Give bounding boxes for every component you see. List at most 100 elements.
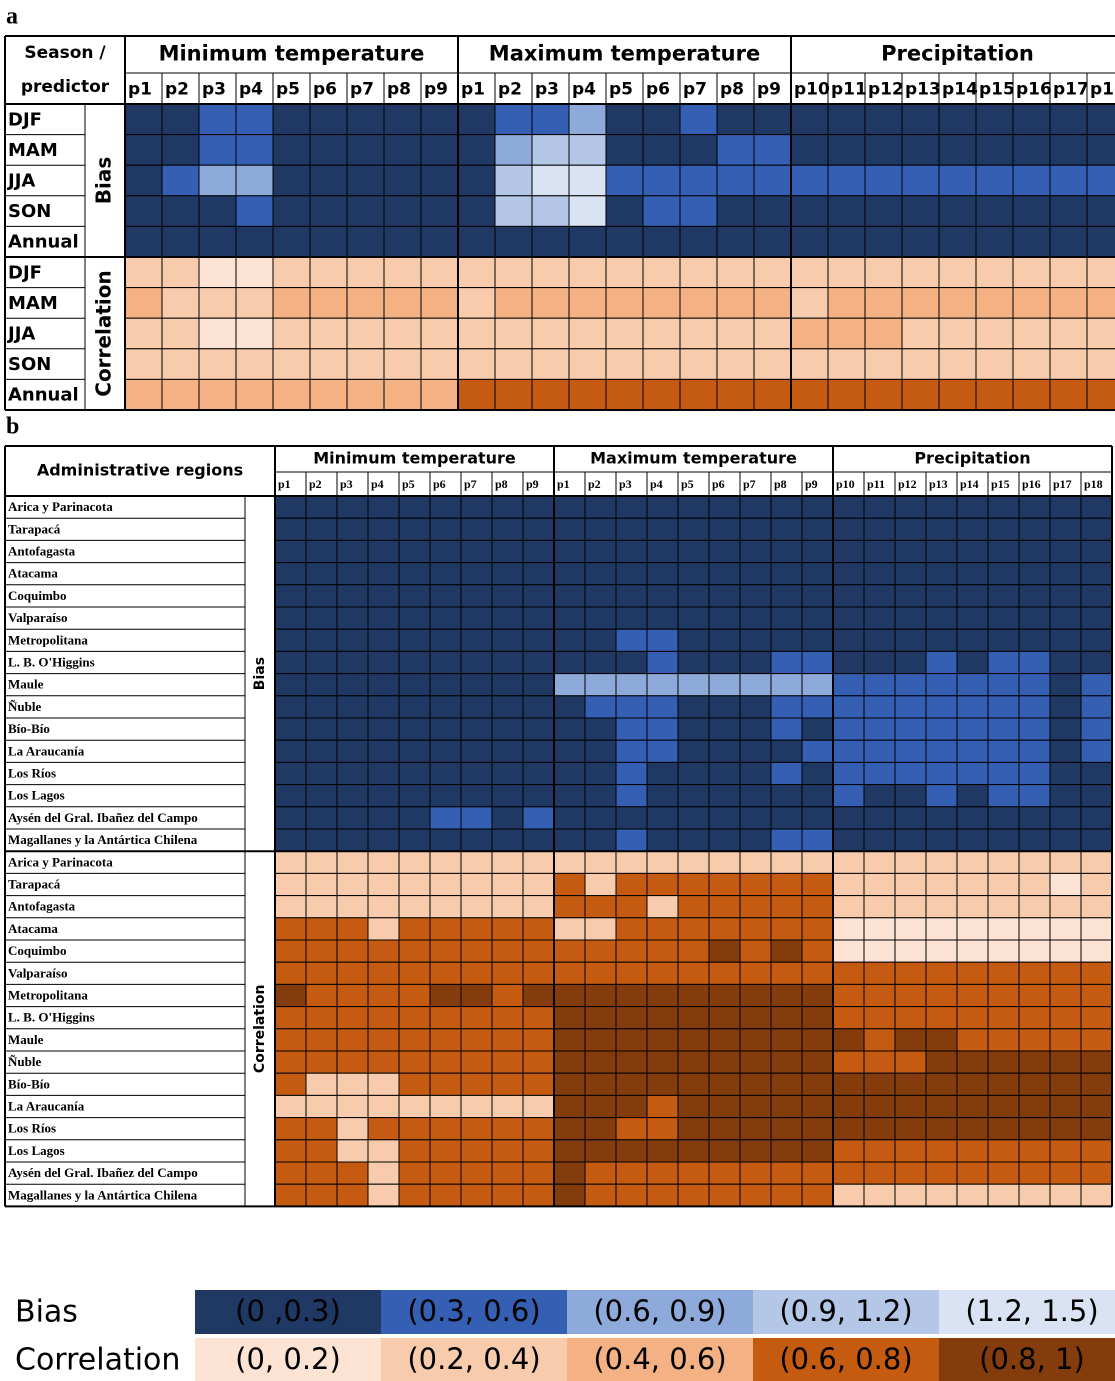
heat-cell [863,917,896,941]
heat-cell [491,917,524,941]
heat-cell [770,917,803,941]
heat-cell [305,761,338,786]
predictor-header: p2 [498,80,522,100]
heat-cell [429,584,462,608]
heat-cell [925,695,958,719]
heat-cell [770,761,803,786]
heat-cell [832,784,865,808]
heat-cell [460,739,493,763]
heat-cell [938,317,977,350]
heat-cell [491,1161,524,1185]
heat-cell [584,1028,617,1052]
heat-cell [584,761,617,786]
heat-cell [956,584,989,608]
heat-cell [553,517,586,541]
predictor-header: p3 [535,80,559,100]
heat-cell [429,1050,462,1074]
heat-cell [522,1050,555,1074]
heat-cell [346,134,385,166]
heat-cell [894,1161,927,1185]
heat-cell [398,1161,431,1185]
heat-cell [460,1072,493,1096]
heat-cell [646,828,679,852]
heat-cell [679,134,718,166]
block-label: Correlation [252,985,268,1074]
heat-cell [679,103,718,136]
heat-cell [901,195,940,227]
heat-cell [615,961,648,985]
predictor-header: p8 [774,477,787,491]
heat-cell [716,195,755,227]
heat-cell [1086,103,1115,136]
heat-cell [1049,1117,1082,1141]
heat-cell [124,256,163,289]
heat-cell [739,983,772,1008]
predictor-header: p5 [681,477,694,491]
heat-cell [494,195,533,227]
heat-cell [677,584,710,608]
legend-label: (0, 0.2) [235,1342,341,1376]
heat-cell [1018,806,1051,830]
heat-cell [925,1072,958,1096]
heat-cell [801,828,834,852]
heat-cell [925,850,958,874]
heat-cell [770,739,803,763]
heat-cell [615,495,648,519]
heat-cell [801,584,834,608]
heat-cell [460,1094,493,1119]
heat-cell [491,939,524,963]
predictor-header: p2 [588,477,601,491]
heat-cell [584,983,617,1008]
heat-cell [770,983,803,1008]
predictor-header: p9 [424,80,448,100]
heat-cell [605,287,644,319]
row-label: DJF [8,109,42,130]
heat-cell [1018,606,1051,630]
heat-cell [708,606,741,630]
heat-cell [790,317,829,350]
legend-label: (0.3, 0.6) [407,1294,540,1328]
heat-cell [677,850,710,874]
heat-cell [894,717,927,741]
heat-cell [553,539,586,564]
heat-cell [863,1072,896,1096]
heat-cell [429,717,462,741]
heat-cell [522,872,555,897]
predictor-header: p14 [960,477,979,491]
heat-cell [1049,872,1082,897]
heat-cell [305,917,338,941]
heat-cell [420,256,459,289]
heat-cell [1049,806,1082,830]
heat-cell [457,164,496,197]
heat-cell [553,761,586,786]
heat-cell [739,1117,772,1141]
heat-cell [739,939,772,963]
block-label: Bias [252,657,268,690]
heat-cell [1012,378,1051,411]
heat-cell [568,378,607,411]
heat-cell [753,225,792,258]
heat-cell [553,983,586,1008]
heat-cell [708,917,741,941]
heat-cell [646,739,679,763]
heat-cell [615,1028,648,1052]
heat-cell [894,1094,927,1119]
heat-cell [584,1050,617,1074]
heat-cell [124,134,163,166]
heat-cell [346,103,385,136]
heat-cell [739,872,772,897]
heat-cell [642,348,681,380]
predictor-header: p1 [278,477,291,491]
heat-cell [739,1028,772,1052]
heat-cell [646,1183,679,1207]
heat-cell [956,1094,989,1119]
heat-cell [863,717,896,741]
predictor-header: p2 [165,80,189,100]
heat-cell [460,939,493,963]
heat-cell [901,164,940,197]
heat-cell [739,739,772,763]
predictor-header: p7 [350,80,374,100]
heat-cell [615,983,648,1008]
heat-cell [770,717,803,741]
